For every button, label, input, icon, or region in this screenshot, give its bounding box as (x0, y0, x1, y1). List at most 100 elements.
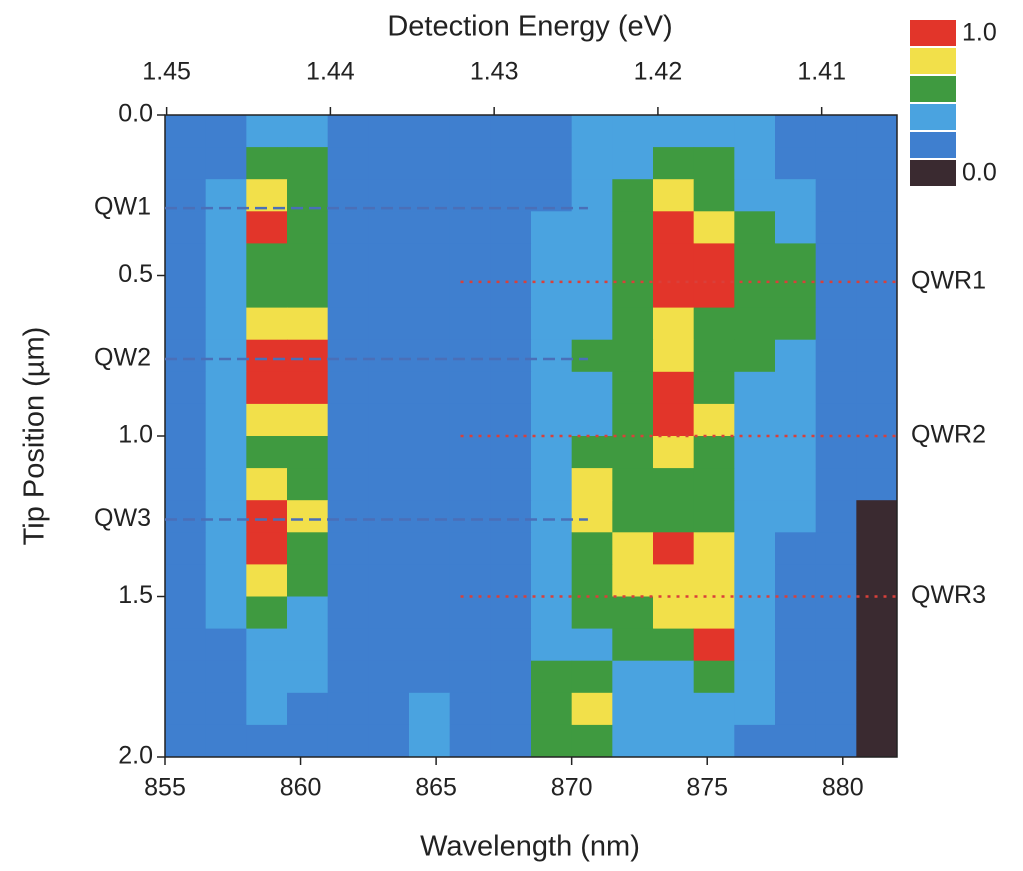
colorbar-label: 0.0 (962, 159, 997, 187)
heat-cell (856, 500, 898, 533)
heat-cell (287, 660, 329, 694)
heat-cell (246, 500, 288, 533)
heat-cell (653, 660, 695, 694)
heat-cell (449, 628, 491, 662)
heat-cell (571, 564, 613, 597)
heat-cell (449, 211, 491, 244)
heat-cell (368, 179, 410, 212)
heat-cell (246, 179, 288, 212)
marker-label: QWR2 (911, 421, 986, 449)
heat-cell (531, 211, 573, 244)
heat-cell (205, 532, 247, 565)
heat-cell (653, 147, 695, 180)
heat-cell (287, 500, 329, 533)
heat-cell (653, 371, 695, 405)
heat-cell (815, 500, 857, 533)
heat-cell (693, 211, 735, 244)
heat-cell (205, 436, 247, 469)
heat-cell (693, 564, 735, 597)
heat-cell (205, 724, 247, 758)
heat-cell (449, 371, 491, 405)
heat-cell (409, 339, 451, 373)
heat-cell (531, 147, 573, 180)
heat-cell (775, 564, 817, 597)
x2-tick-label: 1.45 (142, 58, 191, 86)
heat-cell (531, 339, 573, 373)
heat-cell (246, 436, 288, 469)
heat-cell (734, 596, 776, 630)
heat-cell (409, 436, 451, 469)
heat-cell (693, 596, 735, 630)
heat-cell (246, 403, 288, 437)
colorbar-swatch (910, 20, 956, 46)
heat-cell (856, 179, 898, 212)
heat-cell (287, 147, 329, 180)
heat-cell (653, 243, 695, 276)
heat-cell (815, 596, 857, 630)
heat-cell (368, 211, 410, 244)
heat-cell (368, 147, 410, 180)
heat-cell (165, 147, 207, 180)
heat-cell (775, 660, 817, 694)
heat-cell (287, 692, 329, 726)
heat-cell (368, 564, 410, 597)
heat-cell (327, 339, 369, 373)
heat-cell (693, 275, 735, 309)
heat-cell (449, 660, 491, 694)
heat-cell (409, 660, 451, 694)
heat-cell (693, 403, 735, 437)
heat-cell (246, 564, 288, 597)
heat-cell (693, 532, 735, 565)
heat-cell (165, 596, 207, 630)
heat-cell (490, 564, 532, 597)
heat-cell (653, 596, 695, 630)
heat-cell (734, 564, 776, 597)
heat-cell (571, 179, 613, 212)
heat-cell (693, 660, 735, 694)
heat-cell (531, 660, 573, 694)
heat-cell (327, 211, 369, 244)
heat-cell (856, 371, 898, 405)
heat-cell (815, 147, 857, 180)
heat-cell (327, 403, 369, 437)
heat-cell (653, 436, 695, 469)
heat-cell (653, 564, 695, 597)
colorbar-swatch (910, 76, 956, 102)
heat-cell (815, 211, 857, 244)
heat-cell (449, 275, 491, 309)
heat-cell (490, 660, 532, 694)
heat-cell (653, 532, 695, 565)
heat-cell (409, 115, 451, 148)
heat-cell (246, 211, 288, 244)
x-tick-label: 880 (822, 774, 864, 802)
heat-cell (571, 660, 613, 694)
heat-cell (815, 403, 857, 437)
heat-cell (368, 275, 410, 309)
heat-cell (205, 692, 247, 726)
heat-cell (734, 115, 776, 148)
heat-cell (368, 596, 410, 630)
heat-cell (327, 468, 369, 501)
heat-cell (165, 371, 207, 405)
heat-cell (612, 147, 654, 180)
heat-cell (327, 532, 369, 565)
heat-cell (653, 307, 695, 341)
heat-cell (165, 468, 207, 501)
heat-cell (165, 275, 207, 309)
heat-cell (653, 115, 695, 148)
heat-cell (327, 115, 369, 148)
heat-cell (815, 564, 857, 597)
heat-cell (571, 628, 613, 662)
heat-cell (815, 179, 857, 212)
heat-cell (571, 468, 613, 501)
heat-cell (368, 403, 410, 437)
heat-cell (287, 596, 329, 630)
heat-cell (815, 532, 857, 565)
heat-cell (409, 724, 451, 758)
heat-cell (409, 468, 451, 501)
heat-cell (856, 211, 898, 244)
heat-cell (775, 211, 817, 244)
colorbar-swatch (910, 48, 956, 74)
heat-cell (775, 339, 817, 373)
heat-cell (246, 628, 288, 662)
